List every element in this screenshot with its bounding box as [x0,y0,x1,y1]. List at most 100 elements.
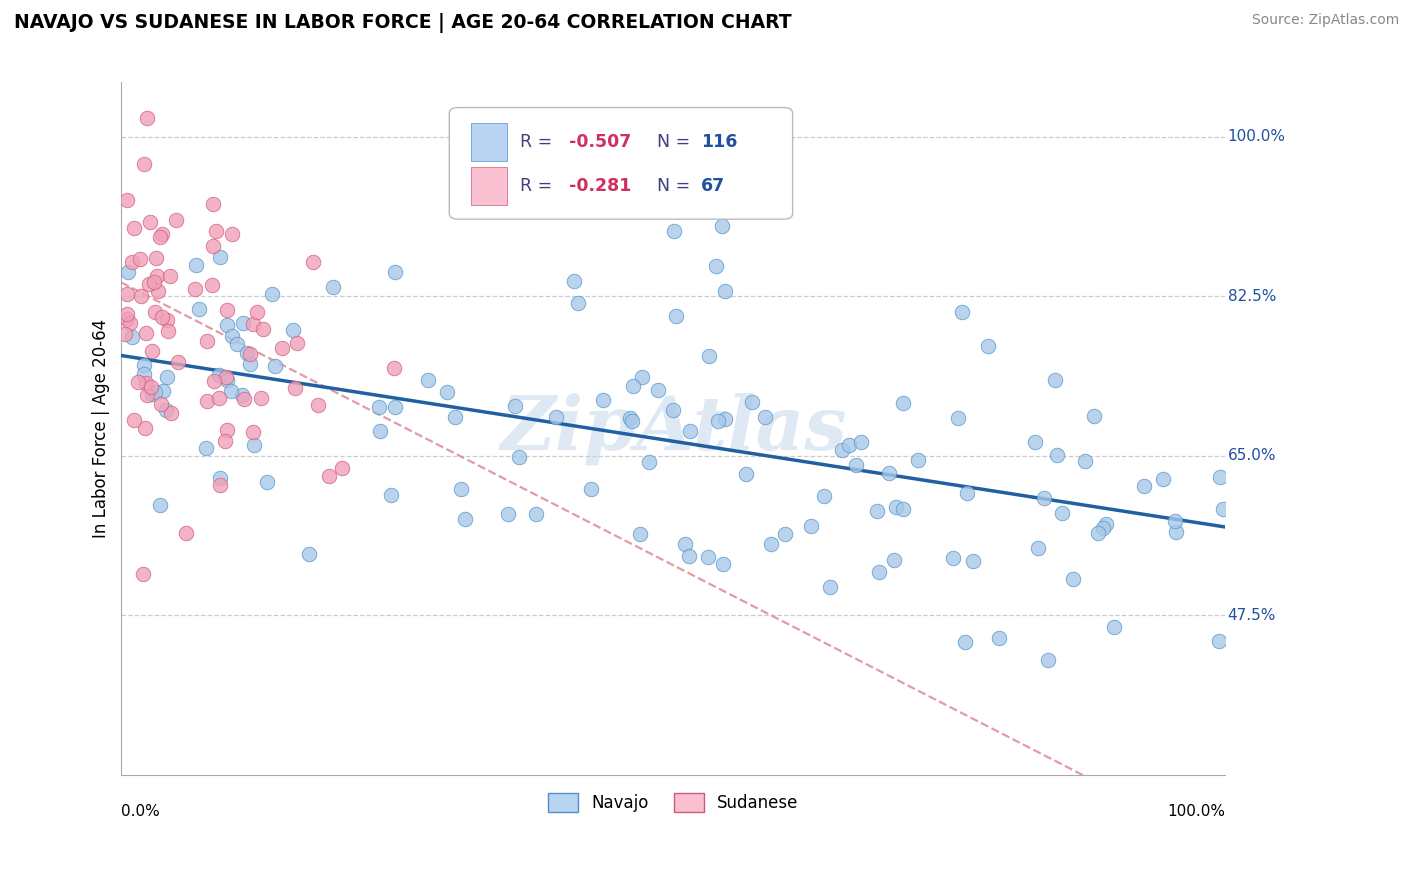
Point [121,255,143,269]
Point [298,547,321,561]
Point [579,482,602,496]
Point [454,512,477,526]
Point [1083,409,1105,424]
Text: -0.281: -0.281 [568,177,631,194]
Point [138,277,160,291]
Point [1062,573,1084,587]
Point [122,413,145,427]
Point [1092,521,1115,535]
Y-axis label: In Labor Force | Age 20-64: In Labor Force | Age 20-64 [93,319,110,538]
Point [233,392,256,407]
Point [134,421,156,435]
Point [1212,502,1234,516]
Point [239,347,262,361]
Point [208,470,231,484]
Point [150,227,173,242]
Point [122,221,145,235]
Point [215,373,238,387]
Point [942,551,965,566]
Point [239,357,262,371]
Point [754,409,776,424]
Point [134,326,156,340]
Point [436,384,458,399]
Point [156,324,179,338]
Point [697,550,720,565]
Point [208,368,231,383]
Point [235,346,257,360]
Point [1024,435,1046,450]
Point [851,435,873,450]
Point [775,527,797,541]
Point [818,580,841,594]
Point [950,305,973,319]
Point [149,397,172,411]
Point [136,388,159,402]
Point [647,383,669,397]
Point [129,252,152,267]
Point [838,438,860,452]
Point [127,375,149,389]
Text: 67: 67 [702,177,725,194]
Text: 100.0%: 100.0% [1167,805,1226,819]
Point [704,259,727,273]
Point [243,438,266,452]
Point [264,359,287,374]
Point [132,358,155,372]
Point [1208,634,1230,648]
Point [114,326,136,341]
Point [285,336,308,351]
Point [1132,479,1154,493]
Point [1032,491,1054,505]
Point [1050,506,1073,520]
Point [149,498,172,512]
Point [384,401,406,415]
Point [637,455,659,469]
Point [143,305,166,319]
Point [664,224,686,238]
Point [281,323,304,337]
Point [195,441,218,455]
Point [262,287,284,301]
Point [1164,514,1187,528]
Point [330,460,353,475]
Point [956,486,979,500]
Point [662,402,685,417]
Point [159,268,181,283]
Point [699,349,721,363]
Point [152,384,174,399]
Point [307,398,329,412]
Point [1095,516,1118,531]
Point [138,215,160,229]
Point [141,344,163,359]
Point [115,307,138,321]
Point [215,370,238,384]
Point [249,391,271,405]
Point [183,282,205,296]
Point [1046,448,1069,462]
Point [132,157,155,171]
Point [226,337,249,351]
Point [256,475,278,490]
Point [159,406,181,420]
Text: 0.0%: 0.0% [121,805,160,819]
FancyBboxPatch shape [471,167,506,205]
Text: NAVAJO VS SUDANESE IN LABOR FORCE | AGE 20-64 CORRELATION CHART: NAVAJO VS SUDANESE IN LABOR FORCE | AGE … [14,13,792,33]
Point [444,409,467,424]
Point [508,450,530,464]
Point [866,503,889,517]
Point [800,519,823,533]
Text: N =: N = [657,177,690,194]
Point [567,296,589,310]
Point [759,537,782,551]
Point [845,458,868,473]
Point [202,374,225,388]
Point [368,400,391,414]
Point [117,265,139,279]
Point [231,388,253,402]
Text: N =: N = [657,133,690,152]
Point [146,284,169,298]
Point [628,526,651,541]
Point [621,379,644,393]
Point [735,467,758,482]
Point [208,391,231,405]
